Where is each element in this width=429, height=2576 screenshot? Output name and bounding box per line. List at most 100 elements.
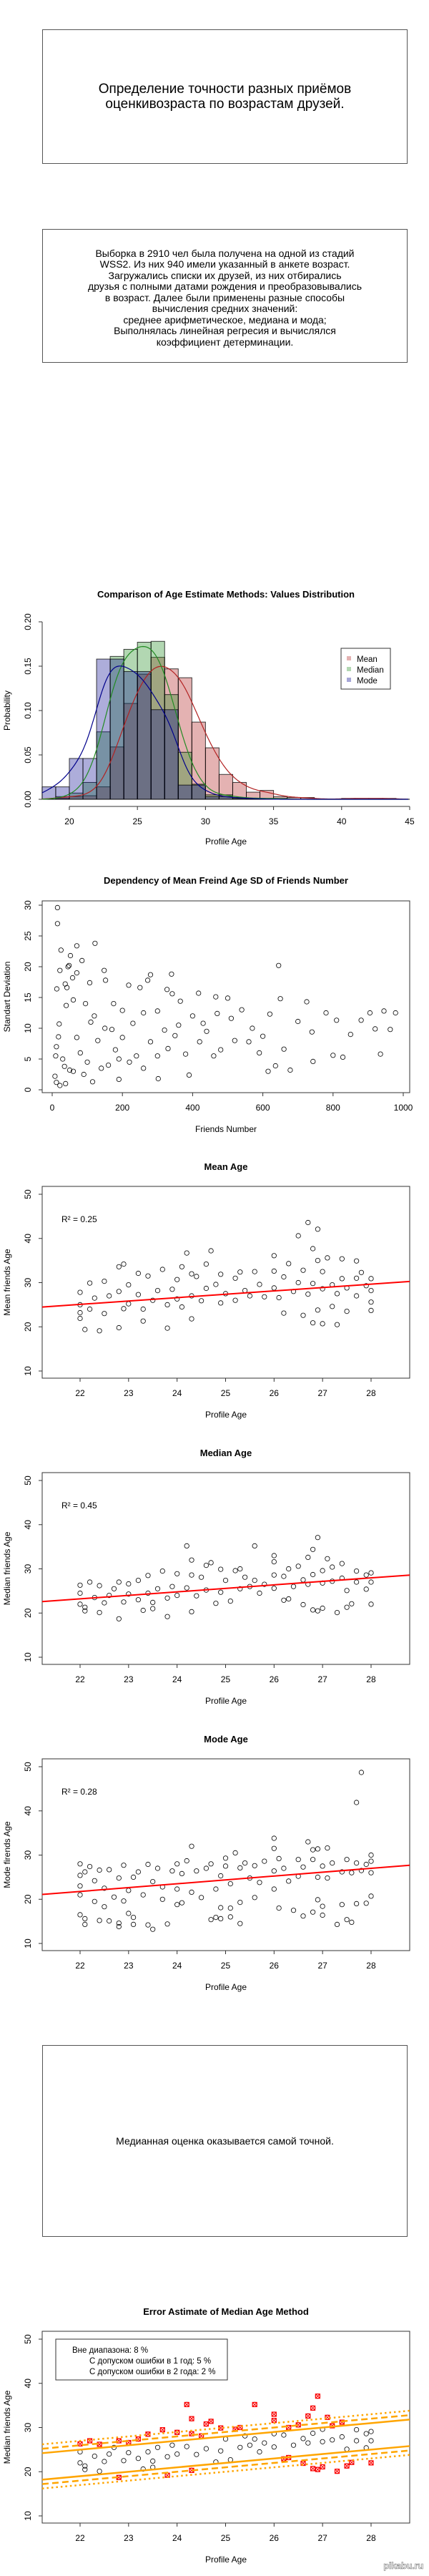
data-point [295, 1857, 301, 1863]
data-point [159, 1267, 165, 1272]
data-point [222, 2436, 229, 2442]
data-point [179, 1870, 184, 1876]
x-tick-label: 24 [172, 1388, 182, 1398]
x-tick-label: 25 [221, 1961, 231, 1971]
x-tick-label: 35 [269, 816, 279, 826]
data-point [325, 1875, 330, 1881]
data-point [276, 1294, 282, 1301]
x-tick-label: 27 [317, 1674, 327, 1684]
data-point [286, 1596, 292, 1602]
data-point [325, 1845, 330, 1851]
y-tick-label: 40 [23, 1806, 33, 1816]
data-point [228, 1015, 234, 1021]
data-point [368, 1858, 374, 1864]
outside-marker [174, 2429, 180, 2435]
data-point [305, 1219, 311, 1226]
data-point [164, 987, 170, 992]
data-point [353, 1568, 360, 1574]
histogram-bar [123, 670, 138, 800]
data-point [87, 1306, 93, 1312]
y-tick-label: 5 [23, 1056, 33, 1061]
data-point [66, 962, 72, 968]
data-point [198, 1298, 204, 1304]
intro-text-line: Загружались списки их друзей, из них отб… [108, 269, 342, 281]
data-point [358, 1269, 364, 1275]
data-point [242, 1574, 248, 1580]
data-point [320, 1863, 325, 1869]
data-point [77, 1309, 83, 1316]
error-band-dotted-lower [41, 2454, 410, 2489]
data-point [116, 1875, 122, 1881]
data-point [97, 1328, 102, 1334]
data-point [232, 1275, 238, 1281]
outside-marker-cross [320, 2464, 325, 2469]
outside-marker [116, 2438, 122, 2444]
data-point [358, 1770, 364, 1775]
data-point [60, 1056, 66, 1062]
data-point [265, 1068, 271, 1074]
data-point [368, 2438, 374, 2444]
data-point [315, 1258, 320, 1264]
data-point [82, 1921, 88, 1927]
outside-marker [339, 2419, 345, 2425]
data-point [169, 2442, 175, 2448]
data-point [111, 1894, 117, 1900]
data-point [103, 977, 109, 983]
y-tick-label: 30 [23, 2423, 33, 2433]
data-point [252, 1543, 257, 1548]
data-point [82, 1916, 88, 1921]
outside-marker-cross [349, 2459, 355, 2465]
data-point [97, 1867, 102, 1873]
data-point [334, 1610, 340, 1616]
data-point [237, 1566, 243, 1572]
outside-marker [184, 2401, 189, 2407]
data-point [344, 1309, 350, 1314]
data-point [189, 1316, 194, 1322]
data-point [95, 1038, 101, 1043]
data-point [262, 2440, 267, 2446]
data-point [126, 2450, 132, 2456]
data-point [218, 1873, 224, 1879]
data-point [339, 2434, 345, 2440]
y-tick-label: 30 [23, 1278, 33, 1288]
data-point [172, 1033, 178, 1038]
x-tick-label: 600 [256, 1103, 270, 1113]
data-point [339, 1561, 345, 1566]
data-point [141, 1065, 147, 1071]
data-point [87, 980, 93, 986]
data-point [315, 1608, 320, 1614]
data-point [77, 1582, 83, 1588]
data-point [79, 957, 85, 964]
data-point [267, 1011, 272, 1017]
x-tick-label: 22 [75, 2533, 85, 2543]
data-point [131, 1874, 137, 1880]
y-tick-label: 40 [23, 2379, 33, 2389]
y-tick-label: 40 [23, 1234, 33, 1244]
data-point [88, 1019, 94, 1025]
error-estimate-chart: Error Astimate of Median Age Method 22 23 2… [2, 2306, 410, 2565]
data-point [107, 2451, 112, 2457]
data-point [116, 1076, 122, 1083]
density-curve-mode [41, 665, 409, 800]
outside-marker [315, 2394, 320, 2399]
x-tick-label: 200 [115, 1103, 129, 1113]
data-point [358, 1018, 364, 1023]
data-point [368, 1299, 374, 1305]
data-point [368, 1870, 374, 1875]
sd-scatter-chart: Dependency of Mean Freind Age SD of Frie… [2, 875, 413, 1134]
data-point [339, 1869, 345, 1875]
data-point [116, 1921, 122, 1926]
data-point [320, 1912, 325, 1918]
outside-marker [344, 2463, 350, 2469]
outside-marker-cross [315, 2394, 320, 2399]
outside-marker-cross [189, 2416, 194, 2421]
data-point [353, 2427, 360, 2433]
data-point [121, 1898, 127, 1904]
data-point [145, 1273, 151, 1279]
data-point [174, 2451, 180, 2457]
intro-text-line: друзья с полными датами рождения и преоб… [88, 280, 362, 293]
data-point [286, 1878, 292, 1884]
data-point [189, 1889, 194, 1895]
y-axis-label: Mode firends Age [2, 1821, 12, 1888]
data-point [97, 1918, 102, 1923]
